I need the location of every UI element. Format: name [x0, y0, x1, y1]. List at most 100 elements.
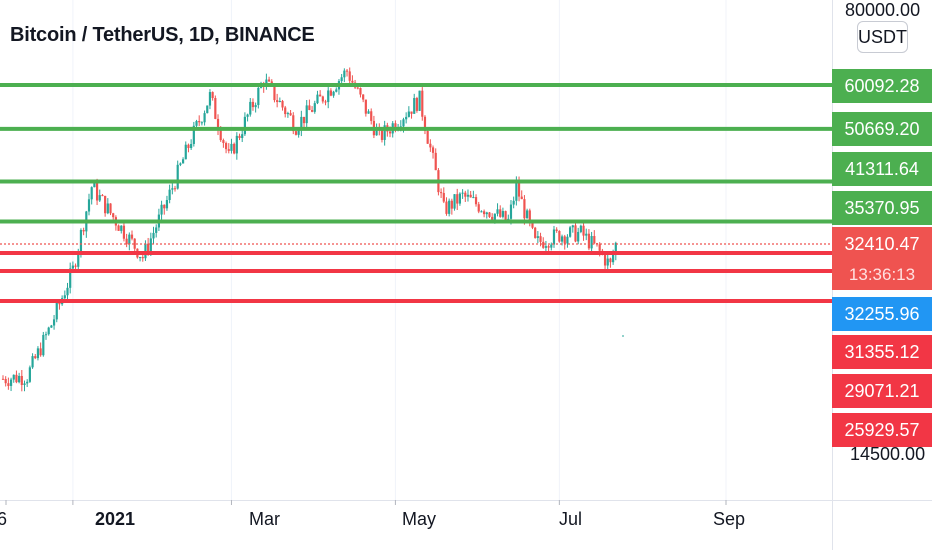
candle-body-196: [528, 210, 531, 222]
candle-body-89: [241, 134, 244, 139]
candle-body-24: [66, 287, 69, 296]
candle-body-151: [407, 111, 410, 117]
candle-body-114: [308, 105, 311, 111]
candle-body-59: [160, 204, 163, 215]
candle-body-206: [555, 229, 558, 231]
candle-body-47: [128, 234, 131, 245]
candle-body-118: [319, 94, 322, 97]
candle-body-6: [18, 375, 21, 383]
candle-body-95: [257, 87, 260, 106]
candle-body-7: [20, 375, 23, 386]
candle-body-213: [574, 225, 577, 242]
candle-body-210: [566, 236, 569, 244]
currency-unit-button[interactable]: USDT: [857, 21, 908, 53]
candle-body-32: [87, 199, 91, 212]
candle-body-176: [474, 197, 478, 205]
y-tick-top: 80000.00: [845, 0, 921, 20]
candle-body-1: [4, 379, 7, 384]
candle-body-192: [517, 182, 521, 197]
candle-body-16: [44, 334, 48, 336]
candle-body-0: [1, 378, 5, 380]
candle-body-39: [106, 203, 109, 214]
candle-body-144: [388, 131, 392, 134]
candle-body-200: [539, 236, 542, 242]
candle-body-14: [39, 348, 42, 356]
candle-body-53: [144, 243, 147, 259]
candle-body-129: [348, 71, 351, 81]
candle-body-159: [429, 143, 432, 148]
candle-body-63: [171, 188, 174, 190]
candle-body-19: [52, 319, 56, 326]
candle-body-106: [286, 113, 289, 115]
candle-body-160: [431, 147, 435, 153]
candle-body-156: [421, 90, 424, 117]
candle-body-122: [329, 90, 333, 96]
candle-body-113: [305, 105, 308, 124]
candle-body-186: [501, 211, 505, 217]
y-tick-bottom: 14500.00: [850, 444, 926, 464]
candle-body-10: [28, 367, 31, 382]
candle-body-203: [547, 246, 550, 248]
candle-body-158: [426, 130, 429, 144]
level-tag-35370: 35370.95: [832, 191, 932, 225]
candle-body-205: [552, 229, 556, 245]
candle-body-133: [359, 88, 362, 95]
candle-body-215: [579, 225, 582, 232]
candle-body-180: [485, 212, 488, 215]
candle-body-54: [147, 243, 150, 252]
candle-body-48: [130, 234, 134, 239]
candle-body-108: [292, 115, 295, 132]
candle-body-165: [445, 201, 448, 214]
candle-body-195: [526, 210, 529, 219]
candle-body-222: [598, 244, 601, 251]
candle-body-62: [168, 189, 171, 201]
candle-body-56: [152, 232, 155, 239]
candle-body-164: [442, 193, 445, 202]
candle-body-30: [82, 230, 85, 232]
candle-body-193: [520, 196, 523, 200]
candle-body-17: [47, 327, 50, 335]
candle-body-87: [235, 135, 238, 154]
x-tick-mar: Mar: [249, 509, 280, 529]
candle-body-178: [480, 211, 483, 213]
candle-body-40: [109, 203, 112, 214]
candle-body-169: [456, 194, 459, 204]
candle-body-187: [504, 211, 507, 221]
candle-body-61: [165, 200, 169, 209]
candle-body-139: [375, 128, 378, 136]
candle-body-112: [302, 116, 306, 124]
candle-body-51: [138, 257, 142, 259]
x-tick-2021: 2021: [95, 509, 136, 529]
x-tick-sep: Sep: [713, 509, 746, 529]
candle-body-224: [603, 254, 607, 266]
candle-body-171: [461, 192, 464, 194]
candle-body-35: [95, 183, 99, 201]
candle-body-34: [93, 183, 96, 188]
candle-body-175: [472, 197, 475, 199]
bar-countdown: 13:36:13: [832, 260, 932, 290]
candle-body-67: [181, 159, 185, 164]
candle-body-209: [563, 236, 566, 244]
candle-body-182: [491, 216, 494, 220]
candle-body-74: [200, 122, 203, 124]
candle-body-3: [9, 379, 13, 386]
candle-body-73: [198, 121, 201, 123]
candle-body-183: [493, 213, 496, 220]
candle-body-174: [469, 194, 472, 198]
candle-body-132: [356, 87, 359, 89]
candle-body-181: [488, 212, 491, 217]
candle-body-228: [614, 242, 617, 255]
candle-body-185: [499, 209, 502, 217]
candle-body-92: [249, 101, 252, 115]
level-tag-32255: 32255.96: [832, 297, 932, 331]
candle-body-225: [606, 258, 609, 266]
candle-body-220: [593, 236, 596, 244]
candle-body-81: [219, 129, 222, 141]
candle-body-70: [190, 143, 193, 149]
candle-body-29: [79, 230, 83, 252]
candle-body-101: [273, 84, 276, 101]
candle-body-99: [267, 79, 271, 82]
candle-body-137: [370, 111, 373, 121]
candle-body-201: [542, 241, 545, 248]
